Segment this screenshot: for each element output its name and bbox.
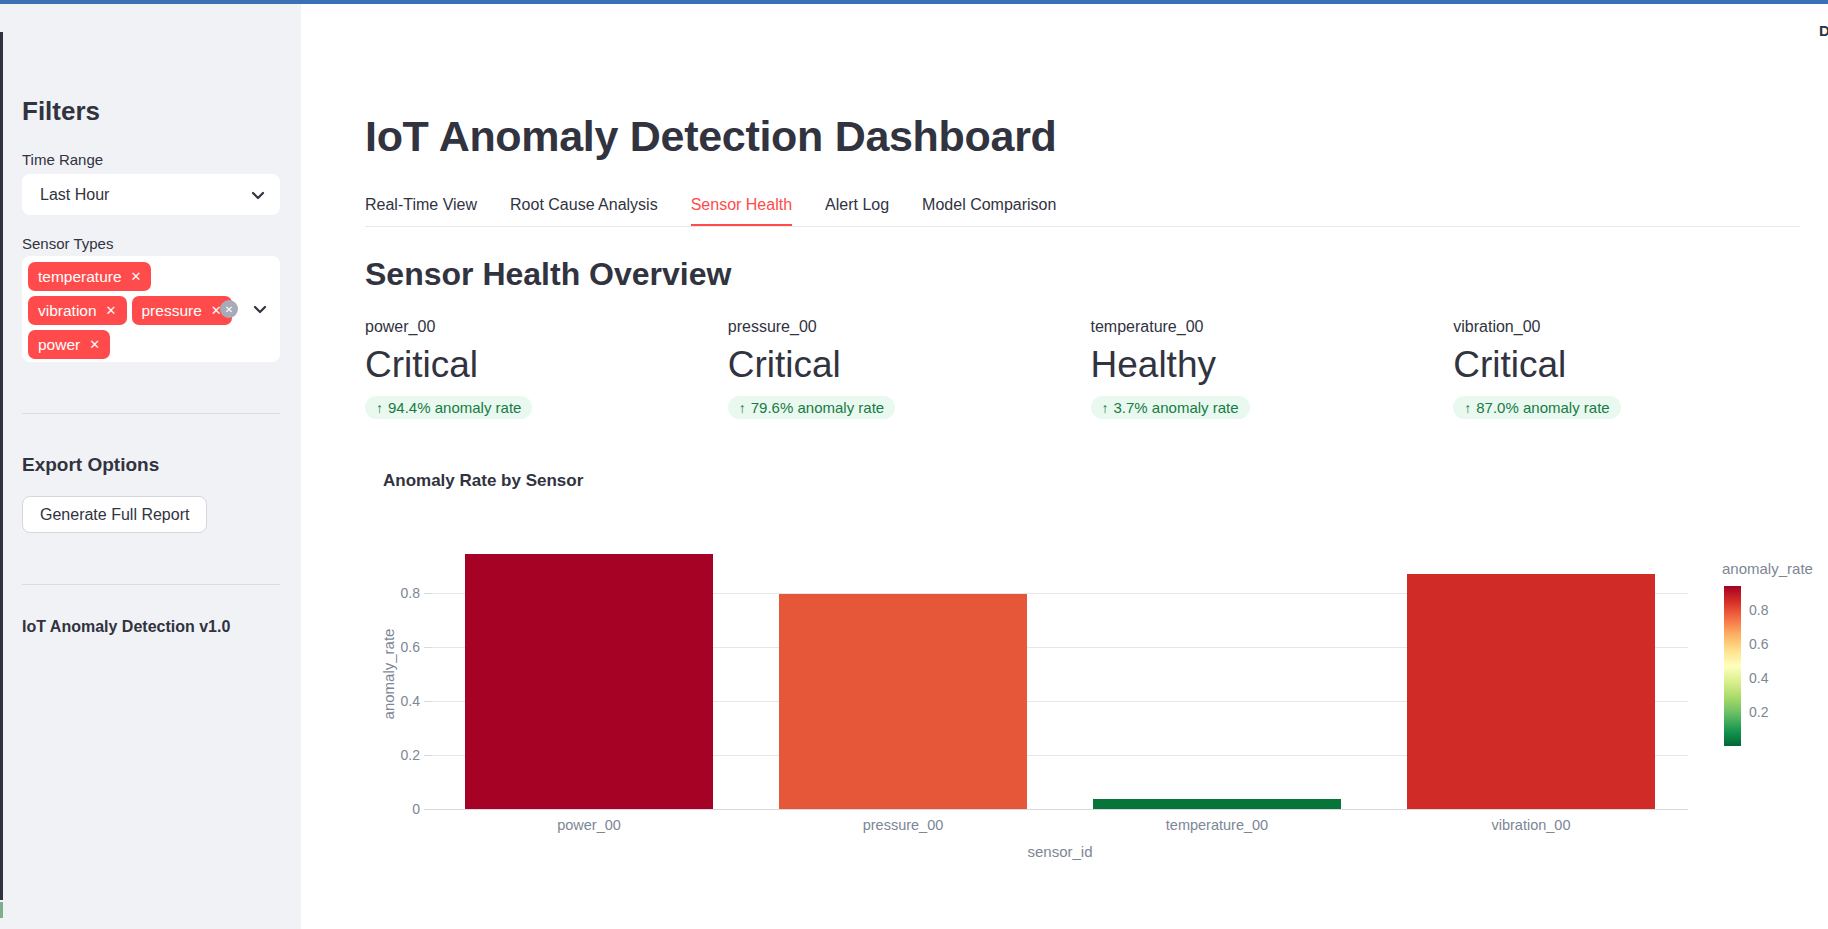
metric-delta-badge: ↑ 3.7% anomaly rate xyxy=(1091,396,1250,419)
y-tick-mark xyxy=(424,647,432,648)
x-axis-line xyxy=(432,809,1688,810)
app-version-text: IoT Anomaly Detection v1.0 xyxy=(22,618,280,636)
legend-colorbar xyxy=(1724,586,1741,746)
metric-label: pressure_00 xyxy=(728,318,1075,336)
metric-delta-badge: ↑ 79.6% anomaly rate xyxy=(728,396,895,419)
tag-label: temperature xyxy=(38,266,122,287)
section-heading: Sensor Health Overview xyxy=(365,256,731,293)
chart-title: Anomaly Rate by Sensor xyxy=(383,471,583,491)
tag-label: vibration xyxy=(38,300,97,321)
sidebar-scrollbar-accent xyxy=(0,902,3,918)
metric-delta-text: 3.7% anomaly rate xyxy=(1114,399,1239,416)
delta-up-arrow-icon: ↑ xyxy=(1102,400,1109,416)
time-range-label: Time Range xyxy=(22,151,280,168)
y-tick-label: 0.2 xyxy=(378,747,420,763)
delta-up-arrow-icon: ↑ xyxy=(376,400,383,416)
time-range-value: Last Hour xyxy=(40,186,248,204)
y-tick-label: 0 xyxy=(378,801,420,817)
metric-value: Critical xyxy=(1453,343,1800,387)
tab-root-cause-analysis[interactable]: Root Cause Analysis xyxy=(510,195,658,227)
bar-vibration-00 xyxy=(1407,574,1655,809)
sidebar-divider xyxy=(22,584,280,585)
y-tick-mark xyxy=(424,701,432,702)
sidebar: Filters Time Range Last Hour Sensor Type… xyxy=(0,4,301,929)
time-range-select[interactable]: Last Hour xyxy=(22,174,280,215)
remove-tag-icon[interactable]: ✕ xyxy=(131,266,142,287)
y-tick-label: 0.8 xyxy=(378,585,420,601)
sensor-types-label: Sensor Types xyxy=(22,235,280,252)
metric-label: vibration_00 xyxy=(1453,318,1800,336)
metric-delta-text: 79.6% anomaly rate xyxy=(751,399,884,416)
filters-title: Filters xyxy=(22,96,280,127)
metric-power-00: power_00 Critical ↑ 94.4% anomaly rate xyxy=(365,318,712,419)
y-tick-mark xyxy=(424,755,432,756)
metric-delta-badge: ↑ 87.0% anomaly rate xyxy=(1453,396,1620,419)
metric-label: temperature_00 xyxy=(1091,318,1438,336)
tab-alert-log[interactable]: Alert Log xyxy=(825,195,889,227)
delta-up-arrow-icon: ↑ xyxy=(739,400,746,416)
tag-label: power xyxy=(38,334,80,355)
metrics-row: power_00 Critical ↑ 94.4% anomaly rate press… xyxy=(365,318,1800,419)
legend-tick-label: 0.8 xyxy=(1749,602,1768,618)
x-tick-label: power_00 xyxy=(432,817,746,833)
metric-label: power_00 xyxy=(365,318,712,336)
sensor-types-multiselect[interactable]: temperature✕vibration✕pressure✕power✕ ✕ xyxy=(22,256,280,362)
sensor-type-tag-temperature[interactable]: temperature ✕ xyxy=(28,262,151,291)
metric-delta-badge: ↑ 94.4% anomaly rate xyxy=(365,396,532,419)
tab-model-comparison[interactable]: Model Comparison xyxy=(922,195,1056,227)
y-axis-title: anomaly_rate xyxy=(380,629,397,720)
y-tick-mark xyxy=(424,809,432,810)
legend-tick-label: 0.6 xyxy=(1749,636,1768,652)
clear-all-icon[interactable]: ✕ xyxy=(220,300,238,318)
chevron-down-icon[interactable] xyxy=(248,185,268,205)
x-axis-title: sensor_id xyxy=(432,843,1688,860)
metric-value: Critical xyxy=(728,343,1075,387)
x-tick-label: pressure_00 xyxy=(746,817,1060,833)
tag-label: pressure xyxy=(142,300,202,321)
y-tick-mark xyxy=(424,593,432,594)
tab-bar: Real-Time View Root Cause Analysis Sensor … xyxy=(365,195,1056,227)
metric-delta-text: 94.4% anomaly rate xyxy=(388,399,521,416)
chevron-down-icon[interactable] xyxy=(250,299,270,319)
legend-title: anomaly_rate xyxy=(1722,560,1813,577)
sensor-type-tag-vibration[interactable]: vibration ✕ xyxy=(28,296,127,325)
sidebar-divider xyxy=(22,413,280,414)
export-options-heading: Export Options xyxy=(22,454,280,476)
x-tick-label: vibration_00 xyxy=(1374,817,1688,833)
generate-full-report-button[interactable]: Generate Full Report xyxy=(22,496,207,533)
tab-real-time-view[interactable]: Real-Time View xyxy=(365,195,477,227)
tab-bar-divider xyxy=(365,226,1800,227)
deploy-button-clipped[interactable]: D xyxy=(1819,22,1828,42)
sensor-type-tag-pressure[interactable]: pressure✕ xyxy=(132,296,232,325)
delta-up-arrow-icon: ↑ xyxy=(1464,400,1471,416)
legend-tick-label: 0.4 xyxy=(1749,670,1768,686)
bar-temperature-00 xyxy=(1093,799,1341,809)
remove-tag-icon[interactable]: ✕ xyxy=(106,300,117,321)
legend-tick-label: 0.2 xyxy=(1749,704,1768,720)
sensor-type-tag-power[interactable]: power ✕ xyxy=(28,330,110,359)
metric-value: Healthy xyxy=(1091,343,1438,387)
remove-tag-icon[interactable]: ✕ xyxy=(89,334,100,355)
bar-power-00 xyxy=(465,554,713,809)
sidebar-scrollbar[interactable] xyxy=(0,32,3,900)
page-title: IoT Anomaly Detection Dashboard xyxy=(365,112,1057,161)
metric-delta-text: 87.0% anomaly rate xyxy=(1476,399,1609,416)
metric-temperature-00: temperature_00 Healthy ↑ 3.7% anomaly rate xyxy=(1091,318,1438,419)
metric-value: Critical xyxy=(365,343,712,387)
x-tick-label: temperature_00 xyxy=(1060,817,1374,833)
app-root: Filters Time Range Last Hour Sensor Type… xyxy=(0,0,1828,929)
bar-pressure-00 xyxy=(779,594,1027,809)
metric-pressure-00: pressure_00 Critical ↑ 79.6% anomaly rate xyxy=(728,318,1075,419)
selected-tags: temperature ✕ vibration ✕ pressure✕ power ✕ xyxy=(28,262,234,359)
metric-vibration-00: vibration_00 Critical ↑ 87.0% anomaly rate xyxy=(1453,318,1800,419)
tab-sensor-health[interactable]: Sensor Health xyxy=(691,195,792,227)
